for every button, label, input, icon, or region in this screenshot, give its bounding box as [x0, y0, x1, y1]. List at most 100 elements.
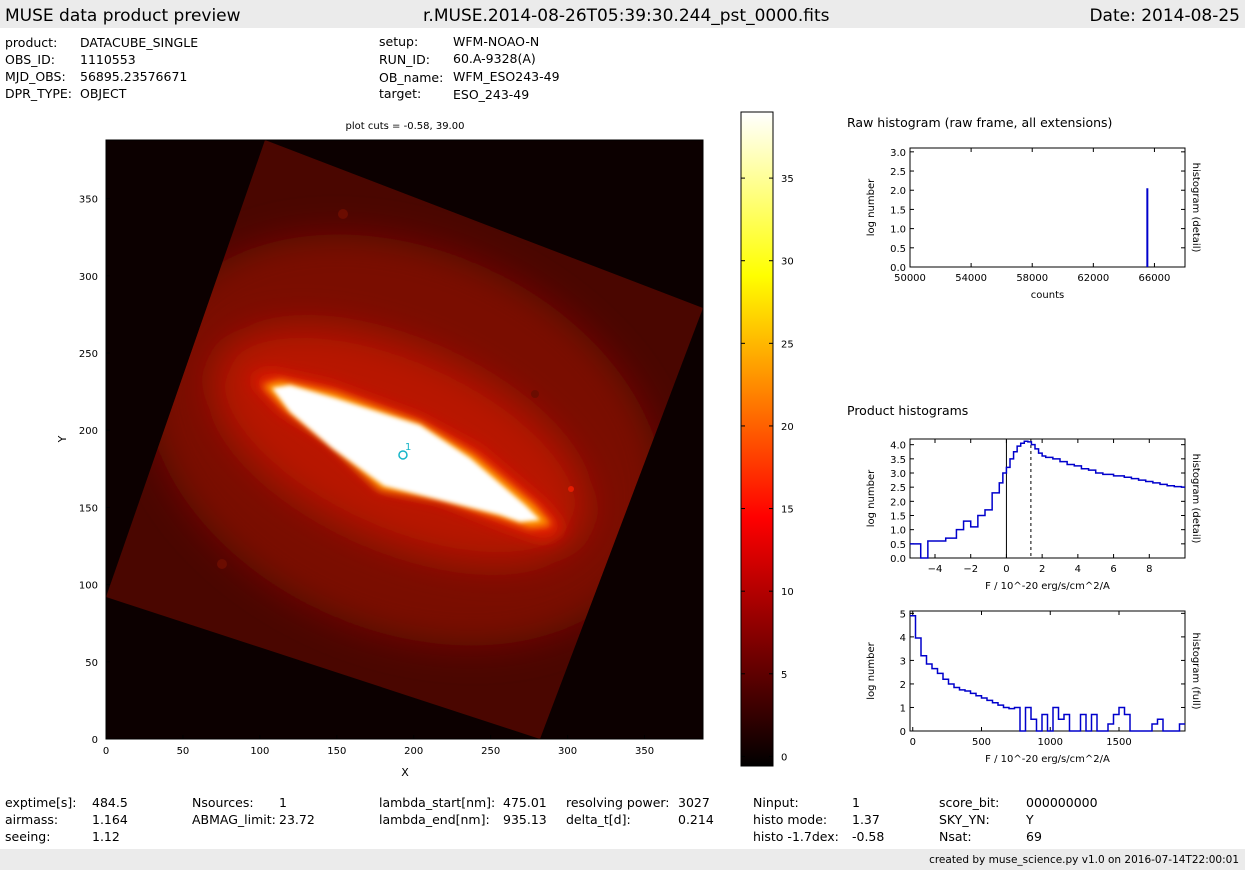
- colorbar-ticks: 0 5 10 15 20 25 30 35: [741, 174, 794, 763]
- y-tick-label: 0.0: [890, 263, 906, 274]
- right-axis-label: histogram (detail): [1190, 454, 1201, 544]
- meta-value: OBJECT: [80, 86, 127, 101]
- meta-value: ESO_243-49: [453, 87, 530, 102]
- raw-hist-title: Raw histogram (raw frame, all extensions…: [847, 115, 1112, 130]
- right-axis-label: histogram (full): [1190, 632, 1201, 709]
- colorbar-tick-label: 20: [781, 422, 794, 433]
- image-ticks: 0 50 100 150 200 250 300 350 0 50 100 150 200 250 300 3…: [79, 195, 654, 757]
- meta-key: setup:: [379, 34, 419, 49]
- stat-value: 1.164: [92, 812, 128, 827]
- meta-value: WFM-NOAO-N: [453, 34, 540, 49]
- x-tick-label: 66000: [1139, 273, 1171, 284]
- y-tick-label: 3.0: [890, 469, 906, 480]
- y-tick-label: 0: [900, 727, 906, 738]
- galaxy-mid: [262, 380, 552, 528]
- raw-histogram: 50000 54000 58000 62000 66000 0.0 0.5 1.0 1.5 2.0…: [866, 147, 1201, 301]
- y-tick-label: 1.5: [890, 512, 906, 523]
- x-axis-label: F / 10^-20 erg/s/cm^2/A: [985, 581, 1110, 592]
- stat-key: lambda_start[nm]:: [379, 795, 496, 810]
- y-tick-label: 1: [900, 703, 906, 714]
- product-histogram-detail: −4 −2 0 2 4 6 8 0.0 0.5 1.0 1.5 2.0 2.5 3.0 3.5 4.0 F / …: [866, 438, 1201, 592]
- y-tick-label: 3: [900, 656, 906, 667]
- image-axes-frame: [105, 139, 704, 740]
- meta-key: DPR_TYPE:: [5, 86, 73, 101]
- observation-date: Date: 2014-08-25: [1089, 6, 1240, 26]
- y-tick-label: 1.5: [890, 205, 906, 216]
- source-label: 1: [405, 442, 411, 453]
- image-title: plot cuts = -0.58, 39.00: [346, 121, 465, 132]
- y-tick-label: 350: [79, 195, 98, 206]
- y-tick-label: 2.0: [890, 186, 906, 197]
- colorbar-tick-label: 0: [781, 752, 787, 763]
- x-tick-label: 1000: [1038, 737, 1063, 748]
- colorbar-tick-label: 10: [781, 587, 794, 598]
- source-marker: [398, 450, 408, 460]
- x-tick-label: 300: [558, 746, 577, 757]
- y-axis-label: log number: [866, 178, 877, 236]
- stat-key: airmass:: [5, 812, 59, 827]
- faint-source: [338, 209, 348, 219]
- colorbar-tick-label: 5: [781, 670, 787, 681]
- colorbar-tick-label: 15: [781, 505, 794, 516]
- meta-key: MJD_OBS:: [5, 69, 66, 84]
- stat-key: ABMAG_limit:: [192, 812, 276, 827]
- y-tick-label: 4: [900, 633, 906, 644]
- y-tick-label: 0.5: [890, 540, 906, 551]
- stat-value: 484.5: [92, 795, 128, 810]
- colorbar-tick-label: 25: [781, 339, 794, 350]
- y-tick-label: 0.0: [890, 554, 906, 565]
- file-name: r.MUSE.2014-08-26T05:39:30.244_pst_0000.…: [423, 6, 830, 26]
- exposure-field: [106, 140, 703, 739]
- y-tick-label: 1.0: [890, 526, 906, 537]
- x-tick-label: 50: [177, 746, 190, 757]
- y-tick-label: 5: [900, 609, 906, 620]
- galaxy-halo: [146, 234, 664, 646]
- x-tick-label: 6: [1110, 564, 1116, 575]
- y-tick-label: 3.5: [890, 455, 906, 466]
- x-tick-label: 150: [327, 746, 346, 757]
- x-tick-label: 54000: [955, 273, 987, 284]
- histogram-series: [910, 440, 1185, 559]
- stat-value: 935.13: [503, 812, 547, 827]
- stat-value: 3027: [678, 795, 710, 810]
- stat-key: Nsat:: [939, 829, 972, 844]
- x-tick-label: −4: [928, 564, 943, 575]
- stat-key: Ninput:: [753, 795, 799, 810]
- stat-key: histo -1.7dex:: [753, 829, 839, 844]
- y-axis-label: log number: [866, 641, 877, 699]
- x-tick-label: 250: [481, 746, 500, 757]
- meta-key: target:: [379, 86, 422, 101]
- y-tick-label: 300: [79, 272, 98, 283]
- right-axis-label: histogram (detail): [1190, 163, 1201, 253]
- stat-value: 1: [279, 795, 287, 810]
- image-ylabel: Y: [56, 435, 69, 443]
- stat-value: 1.12: [92, 829, 120, 844]
- meta-value: 1110553: [80, 52, 136, 67]
- x-tick-label: 0: [1003, 564, 1009, 575]
- y-tick-label: 2: [900, 680, 906, 691]
- y-tick-label: 3.0: [890, 148, 906, 159]
- image-xlabel: X: [401, 766, 409, 779]
- faint-source: [217, 559, 227, 569]
- stat-value: 69: [1026, 829, 1042, 844]
- y-tick-label: 2.5: [890, 483, 906, 494]
- x-tick-label: 350: [635, 746, 654, 757]
- x-tick-label: 0: [103, 746, 109, 757]
- y-tick-label: 250: [79, 349, 98, 360]
- x-tick-label: 0: [910, 737, 916, 748]
- stat-key: seeing:: [5, 829, 51, 844]
- x-tick-label: 8: [1146, 564, 1152, 575]
- footer-bar: [0, 849, 1245, 870]
- y-tick-label: 100: [79, 581, 98, 592]
- x-tick-label: 58000: [1016, 273, 1048, 284]
- product-histogram-full: 0 500 1000 1500 0 1 2 3 4 5 F / 10^-20 erg/s/cm^2/…: [866, 609, 1201, 765]
- faint-source: [531, 390, 539, 398]
- stat-value: Y: [1026, 812, 1034, 827]
- meta-key: RUN_ID:: [379, 52, 430, 67]
- x-tick-label: 2: [1039, 564, 1045, 575]
- x-tick-label: 100: [250, 746, 269, 757]
- y-tick-label: 50: [85, 658, 98, 669]
- stat-key: lambda_end[nm]:: [379, 812, 490, 827]
- image-background: [106, 140, 703, 739]
- colorbar: [740, 111, 774, 767]
